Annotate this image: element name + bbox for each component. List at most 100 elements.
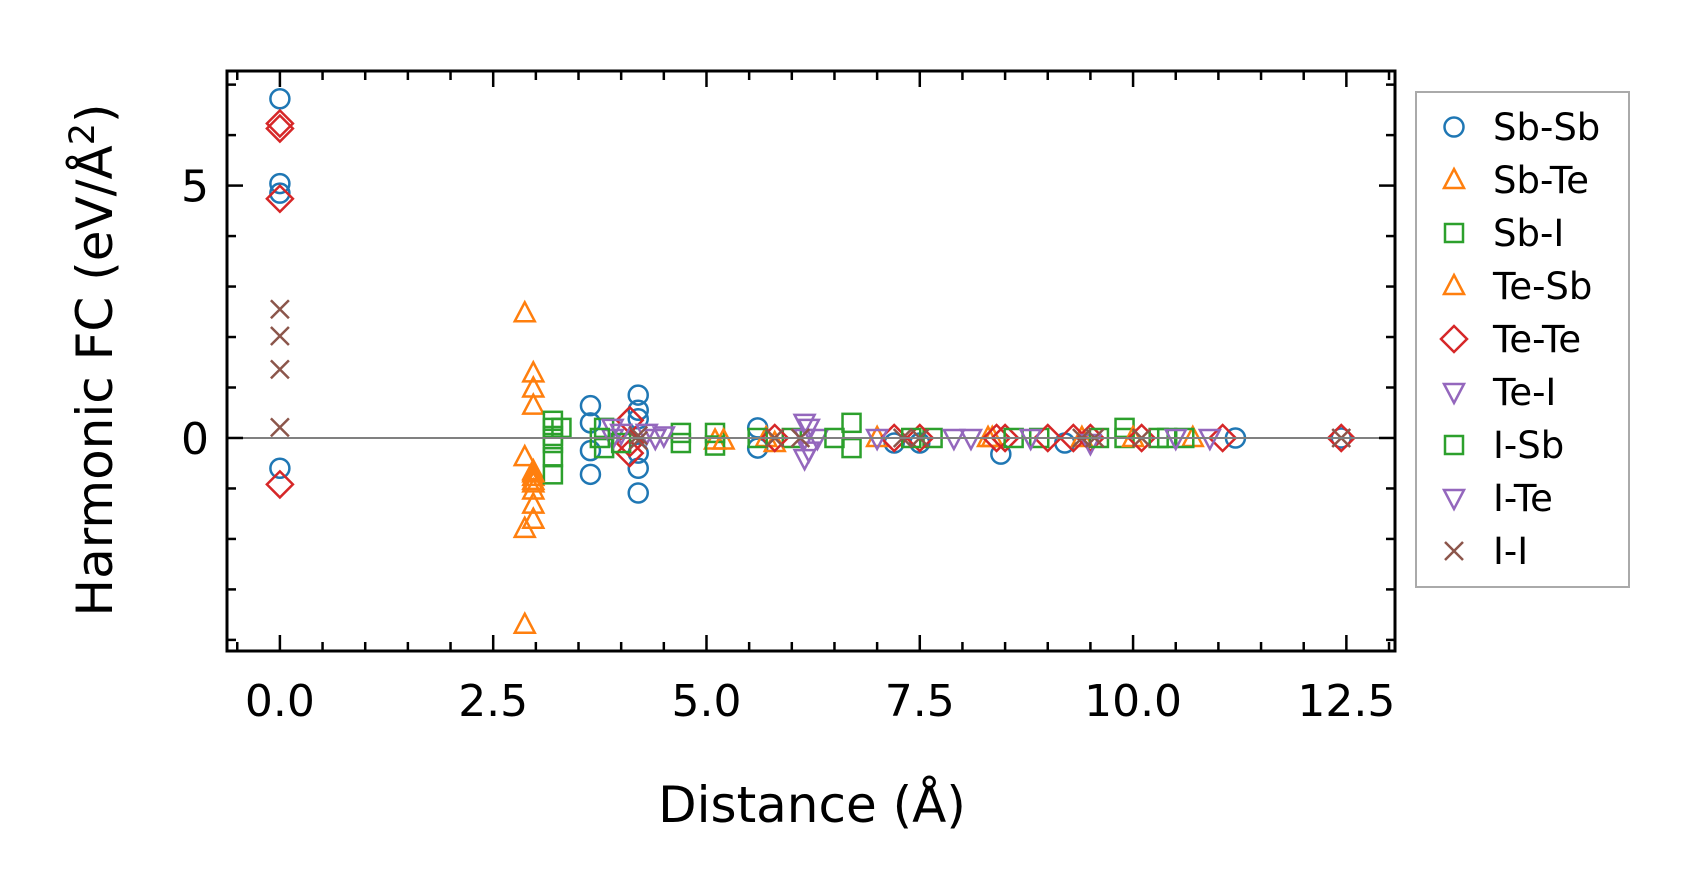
data-point bbox=[841, 412, 862, 434]
data-point bbox=[512, 299, 537, 323]
data-point bbox=[634, 423, 659, 447]
data-point bbox=[265, 183, 295, 214]
data-point bbox=[628, 430, 649, 451]
data-point bbox=[627, 482, 649, 504]
legend-item: Sb-Te bbox=[1441, 159, 1589, 202]
data-point bbox=[521, 463, 546, 487]
data-point bbox=[792, 413, 817, 437]
data-point bbox=[512, 443, 537, 467]
legend-item: I-I bbox=[1444, 530, 1528, 573]
data-point bbox=[643, 428, 668, 452]
data-point bbox=[905, 423, 935, 453]
data-point bbox=[990, 423, 1020, 453]
data-point bbox=[627, 384, 649, 406]
data-point bbox=[1207, 423, 1238, 453]
data-point bbox=[670, 432, 692, 454]
data-point bbox=[521, 467, 546, 491]
y-tick-labels: 05 bbox=[181, 162, 209, 465]
legend-label: Sb-Sb bbox=[1493, 106, 1600, 149]
legend-marker-icon bbox=[1441, 272, 1467, 296]
data-point bbox=[1197, 428, 1222, 452]
data-point bbox=[865, 428, 890, 452]
legend-label: Sb-I bbox=[1493, 212, 1564, 255]
data-point bbox=[521, 359, 546, 383]
legend-item: I-Sb bbox=[1443, 424, 1564, 467]
data-point bbox=[841, 437, 862, 459]
data-point bbox=[265, 469, 295, 500]
legend-marker-icon bbox=[1444, 541, 1464, 561]
data-point bbox=[521, 490, 546, 514]
data-point bbox=[651, 426, 676, 450]
data-point bbox=[269, 457, 291, 480]
data-point bbox=[551, 417, 572, 439]
data-point bbox=[1069, 424, 1094, 448]
legend-marker-icon bbox=[1443, 222, 1465, 244]
legend-marker-icon bbox=[1441, 166, 1467, 190]
data-point bbox=[704, 435, 726, 456]
data-point bbox=[521, 391, 546, 415]
data-point bbox=[270, 359, 290, 380]
legend-label: I-I bbox=[1493, 530, 1528, 573]
data-point bbox=[270, 299, 290, 320]
data-point bbox=[269, 182, 291, 204]
legend-marker-icon bbox=[1443, 116, 1465, 138]
data-point bbox=[941, 428, 966, 452]
x-tick-label: 12.5 bbox=[1297, 676, 1395, 727]
y-tick-label: 5 bbox=[181, 162, 209, 213]
data-point bbox=[1163, 428, 1188, 452]
data-point bbox=[1326, 423, 1357, 453]
data-point bbox=[579, 394, 602, 417]
series-i-te bbox=[609, 418, 1188, 465]
x-tick-label: 5.0 bbox=[671, 676, 741, 727]
x-axis-label: Distance (Å) bbox=[658, 776, 966, 834]
legend-item: Sb-Sb bbox=[1443, 106, 1600, 149]
y-axis-label: Harmonic FC (eV/Å2) bbox=[63, 103, 124, 616]
legend-label: I-Te bbox=[1493, 477, 1553, 520]
legend-marker-icon bbox=[1439, 324, 1469, 354]
data-point bbox=[269, 172, 291, 195]
data-point bbox=[609, 423, 634, 447]
data-point bbox=[579, 463, 602, 486]
legend-item: Te-Sb bbox=[1441, 265, 1592, 308]
data-point bbox=[628, 425, 649, 446]
data-point bbox=[796, 441, 821, 465]
series-sb-sb bbox=[269, 88, 1352, 504]
legend-item: Te-I bbox=[1441, 371, 1556, 414]
data-point bbox=[627, 399, 649, 421]
data-point bbox=[521, 459, 546, 483]
data-point bbox=[805, 428, 830, 452]
data-point bbox=[265, 108, 295, 139]
legend-label: Sb-Te bbox=[1493, 159, 1589, 202]
data-point bbox=[711, 426, 736, 450]
legend-label: Te-I bbox=[1492, 371, 1556, 414]
x-tick-labels: 0.0 2.5 5.0 7.5 10.0 12.5 bbox=[245, 676, 1395, 727]
plot-frame bbox=[225, 69, 1397, 653]
data-point bbox=[542, 464, 564, 485]
x-tick-label: 7.5 bbox=[885, 676, 955, 727]
legend: Sb-Sb Sb-Te Sb-I Te-Sb Te-Te Te-I I-Sb I-Te I-I bbox=[1415, 91, 1630, 588]
data-point bbox=[265, 113, 295, 144]
legend-marker-icon bbox=[1441, 488, 1467, 512]
legend-marker-icon bbox=[1441, 382, 1467, 406]
legend-label: Te-Sb bbox=[1492, 265, 1592, 308]
legend-label: Te-Te bbox=[1492, 318, 1581, 361]
data-point bbox=[270, 326, 290, 346]
legend-item: Te-Te bbox=[1439, 318, 1581, 361]
series-i-i bbox=[270, 299, 1352, 451]
data-point bbox=[269, 88, 291, 110]
data-point bbox=[614, 438, 645, 468]
legend-item: Sb-I bbox=[1443, 212, 1564, 255]
legend-item: I-Te bbox=[1441, 477, 1553, 520]
series-sb-te bbox=[512, 299, 1205, 635]
legend-label: I-Sb bbox=[1493, 424, 1564, 467]
data-point bbox=[958, 428, 984, 452]
data-point bbox=[270, 417, 290, 438]
x-tick-label: 2.5 bbox=[458, 676, 528, 727]
data-point bbox=[1018, 428, 1043, 452]
legend-marker-icon bbox=[1443, 434, 1465, 456]
axis-ticks bbox=[227, 71, 1395, 651]
y-tick-label: 0 bbox=[181, 414, 209, 465]
data-points bbox=[265, 88, 1357, 635]
